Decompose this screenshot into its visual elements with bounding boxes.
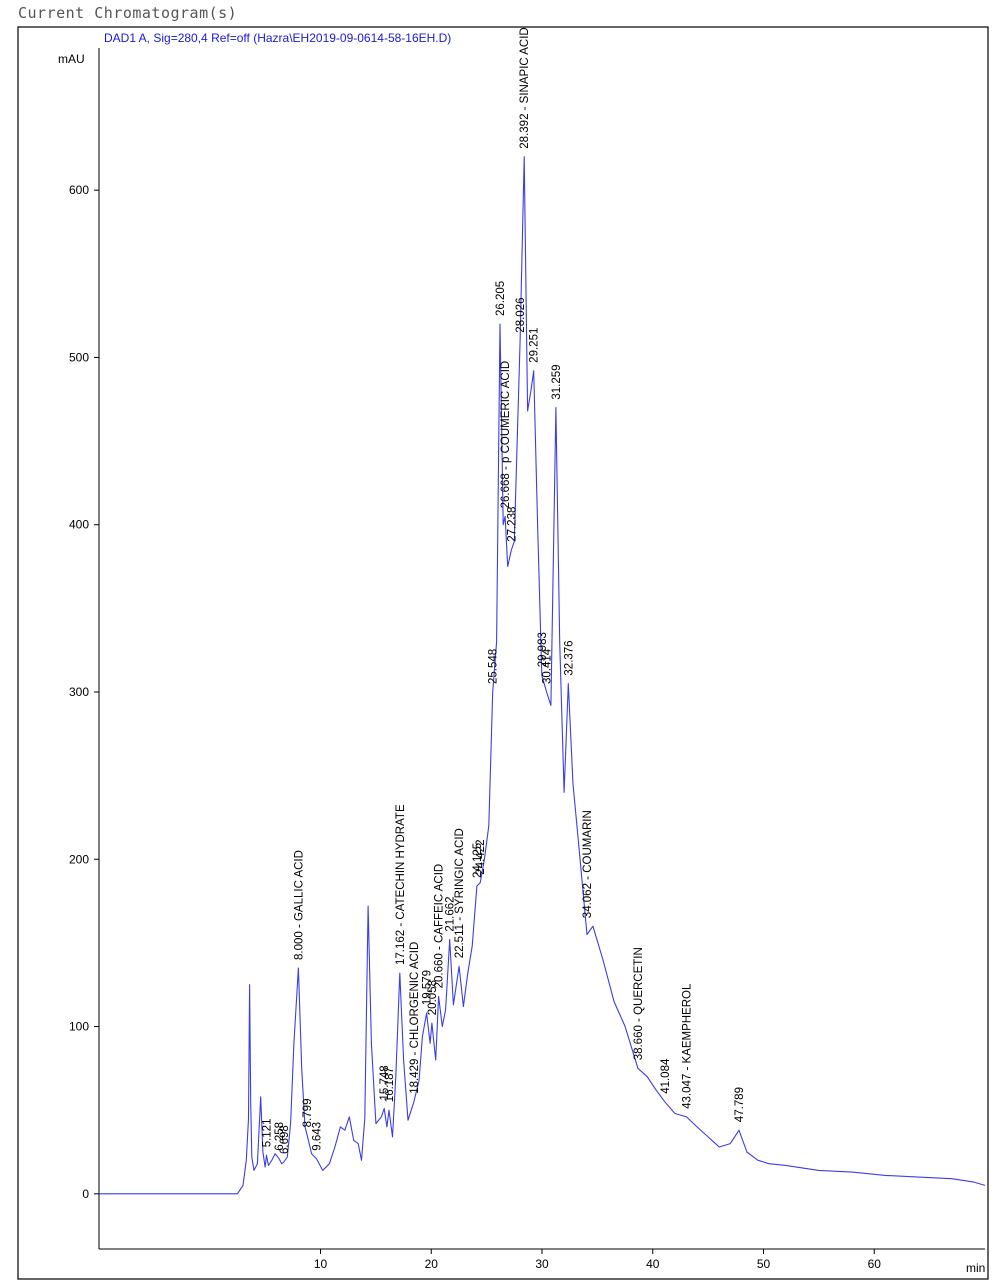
peak-label-9-643: 9.643: [312, 1122, 324, 1151]
x-tick-label: 10: [314, 1257, 328, 1271]
peak-label-6-258: 6.258: [274, 1122, 286, 1151]
peak-label-8-799: 8.799: [302, 1099, 314, 1128]
peak-label-29-251: 29.251: [529, 328, 541, 363]
peak-label-24-125: 24.125: [472, 843, 484, 878]
peak-label-5-121: 5.121: [262, 1119, 274, 1148]
peak-label-25-548: 25.548: [488, 649, 500, 684]
peak-label-38-660: 38.660 - QUERCETIN: [633, 947, 645, 1060]
peak-label-41-084: 41.084: [660, 1058, 672, 1094]
y-tick-label: 300: [69, 685, 89, 699]
y-tick-label: 100: [69, 1020, 89, 1034]
peak-label-8-000: 8.000 - GALLIC ACID: [293, 850, 305, 960]
peak-label-30-414: 30.414: [542, 648, 554, 684]
peak-label-16-187: 16.187: [384, 1067, 396, 1102]
chromatogram-header: Current Chromatogram(s): [18, 4, 238, 22]
y-tick-label: 200: [69, 852, 89, 866]
x-tick-label: 20: [425, 1257, 439, 1271]
peak-label-19-579: 19.579: [422, 970, 434, 1005]
peak-label-22-511: 22.511 - SYRINGIC ACID: [454, 828, 466, 958]
x-axis-unit-label: min: [966, 1261, 985, 1275]
y-axis-unit-label: mAU: [58, 52, 85, 66]
y-tick-label: 400: [69, 518, 89, 532]
peak-label-6-698: 6.698: [279, 1125, 291, 1154]
y-tick-label: 500: [69, 350, 89, 364]
peak-label-47-789: 47.789: [734, 1087, 746, 1122]
x-tick-label: 30: [535, 1257, 549, 1271]
x-tick-label: 40: [646, 1257, 660, 1271]
peak-label-34-062: 34.062 - COUMARIN: [582, 810, 594, 918]
y-tick-label: 0: [82, 1187, 89, 1201]
peak-label-32-376: 32.376: [563, 640, 575, 675]
peak-label-15-748: 15.748: [379, 1065, 391, 1100]
y-tick-label: 600: [69, 183, 89, 197]
peak-label-43-047: 43.047 - KAEMPHEROL: [682, 983, 694, 1109]
peak-label-21-662: 21.662: [445, 896, 457, 931]
peak-label-24-422: 24.422: [475, 840, 487, 875]
chart-frame: [17, 26, 989, 1280]
peak-label-18-429: 18.429 - CHLORGENIC ACID: [409, 942, 421, 1094]
x-tick-label: 50: [757, 1257, 771, 1271]
peak-label-26-205: 26.205: [495, 281, 507, 316]
signal-trace: [99, 156, 986, 1195]
signal-label: DAD1 A, Sig=280,4 Ref=off (Hazra\EH2019-…: [104, 31, 451, 45]
peak-label-20-660: 20.660 - CAFFEIC ACID: [434, 864, 446, 989]
peak-label-20-058: 20.058: [427, 980, 439, 1015]
peak-label-28-026: 28.026: [515, 298, 527, 333]
peak-label-28-392: 28.392 - SINAPIC ACID: [519, 27, 531, 148]
peak-label-31-259: 31.259: [551, 364, 563, 399]
peak-label-17-162: 17.162 - CATECHIN HYDRATE: [395, 804, 407, 965]
peak-label-29-983: 29.983: [537, 632, 549, 667]
peak-label-26-668: 26.668 - p COUMERIC ACID: [500, 361, 512, 509]
axis-ticks: 0 100 200 300 400 500 600 10 20 30 40 50 60: [69, 183, 881, 1271]
x-tick-label: 60: [868, 1257, 882, 1271]
peak-label-27-238: 27.238: [506, 507, 518, 542]
